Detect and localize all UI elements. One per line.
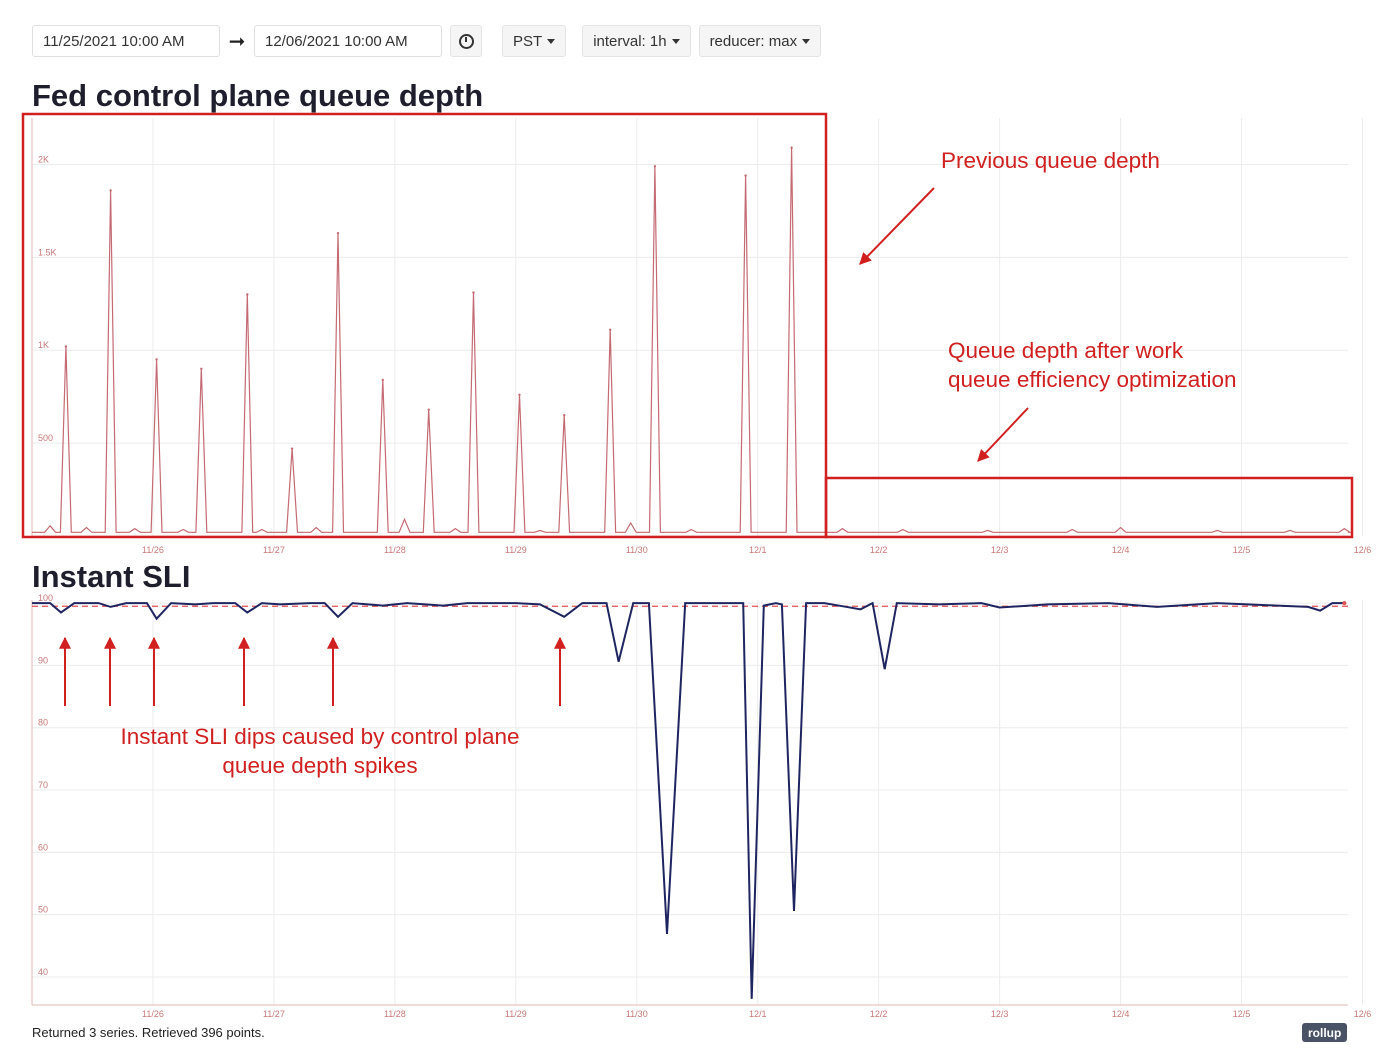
reducer-dropdown[interactable]: reducer: max [698, 25, 822, 57]
queue-depth-spike-point [744, 174, 747, 177]
annotation-dips-line-2: queue depth spikes [222, 753, 418, 778]
y-tick-label: 50 [38, 905, 48, 915]
queue-depth-spike-point [518, 393, 521, 397]
timezone-dropdown[interactable]: PST [502, 25, 567, 57]
instant-sli-chart-title: Instant SLI [32, 559, 191, 594]
annotation-sli-dips: Instant SLI dips caused by control plane… [60, 722, 580, 780]
x-tick-label: 12/6 [1354, 1009, 1372, 1019]
x-tick-label: 11/26 [142, 545, 164, 555]
x-tick-label: 12/4 [1112, 545, 1130, 555]
instant-sli-chart: 40 50 60 70 80 90 100 11/26 11/27 11/28 11/29 11/30… [31, 593, 1372, 1019]
queue-depth-chart-title: Fed control plane queue depth [32, 78, 484, 113]
x-tick-label: 12/1 [749, 1009, 767, 1019]
caret-down-icon [547, 38, 556, 44]
instant-sli-series-line [32, 601, 1345, 999]
queue-depth-chart: 500 1K 1.5K 2K 11/26 11/27 11/28 11/29 11/30 12/1… [31, 118, 1372, 555]
annotation-previous-text: Previous queue depth [941, 148, 1160, 173]
y-tick-label: 500 [38, 433, 53, 443]
x-tick-label: 12/1 [749, 545, 767, 555]
x-tick-label: 12/3 [991, 545, 1009, 555]
queue-depth-spike-point [336, 231, 340, 235]
y-tick-label: 90 [38, 655, 48, 665]
x-tick-label: 11/28 [384, 545, 406, 555]
x-tick-label: 12/2 [870, 1009, 888, 1019]
reducer-label: reducer: max [709, 32, 798, 50]
x-tick-label: 11/26 [142, 1009, 164, 1019]
start-datetime-input[interactable] [32, 25, 220, 57]
queue-depth-spike-point [608, 328, 612, 331]
y-tick-label: 80 [38, 718, 48, 728]
annotation-after-optimization: Queue depth after work queue efficiency … [948, 336, 1237, 394]
x-tick-label: 11/30 [626, 545, 648, 555]
queue-depth-spike-point [790, 146, 793, 149]
x-tick-label: 12/5 [1233, 1009, 1251, 1019]
caret-down-icon [802, 38, 811, 44]
y-tick-label: 40 [38, 967, 48, 977]
queue-depth-spike-point [472, 291, 475, 294]
y-tick-label: 100 [38, 593, 53, 603]
queue-depth-spike-point [381, 378, 384, 382]
timezone-label: PST [513, 32, 543, 50]
y-tick-label: 1K [38, 340, 49, 350]
queue-depth-spike-point [563, 414, 566, 417]
annotation-dips-line-1: Instant SLI dips caused by control plane [120, 724, 520, 749]
y-tick-label: 60 [38, 842, 48, 852]
y-tick-label: 2K [38, 154, 49, 164]
x-tick-label: 11/30 [626, 1009, 648, 1019]
instant-sli-last-point [1342, 601, 1347, 606]
x-tick-label: 12/4 [1112, 1009, 1130, 1019]
x-tick-label: 11/28 [384, 1009, 406, 1019]
x-tick-label: 11/29 [505, 1009, 527, 1019]
x-tick-label: 11/29 [505, 545, 527, 555]
rollup-badge[interactable]: rollup [1302, 1023, 1348, 1042]
end-datetime-input[interactable] [254, 25, 442, 57]
annotation-previous-queue-depth: Previous queue depth [941, 146, 1160, 175]
queue-depth-spike-point [200, 367, 203, 370]
x-tick-label: 12/2 [870, 545, 888, 555]
y-tick-label: 1.5K [38, 247, 57, 257]
queue-depth-spike-point [109, 189, 112, 192]
x-tick-label: 12/5 [1233, 545, 1251, 555]
x-tick-label: 11/27 [263, 545, 285, 555]
interval-dropdown[interactable]: interval: 1h [582, 25, 691, 57]
queue-depth-spike-point [246, 293, 249, 296]
queue-depth-spike-point [653, 165, 657, 168]
clock-icon [458, 33, 474, 49]
caret-down-icon [671, 38, 680, 44]
interval-label: interval: 1h [593, 32, 667, 50]
x-tick-label: 12/3 [991, 1009, 1009, 1019]
clock-button[interactable] [450, 25, 482, 57]
time-range-toolbar: ➞ PST interval: 1h reducer: max [32, 24, 822, 58]
annotation-after-line-1: Queue depth after work [948, 338, 1184, 363]
queue-depth-spike-point [64, 345, 68, 348]
status-message: Returned 3 series. Retrieved 396 points. [32, 1025, 265, 1040]
x-tick-label: 11/27 [263, 1009, 285, 1019]
x-tick-label: 12/6 [1354, 545, 1372, 555]
queue-depth-spike-point [427, 408, 430, 411]
y-tick-label: 70 [38, 780, 48, 790]
queue-depth-spike-point [290, 447, 294, 450]
range-arrow-icon: ➞ [228, 30, 246, 53]
queue-depth-spike-point [155, 358, 158, 361]
annotation-after-line-2: queue efficiency optimization [948, 367, 1237, 392]
